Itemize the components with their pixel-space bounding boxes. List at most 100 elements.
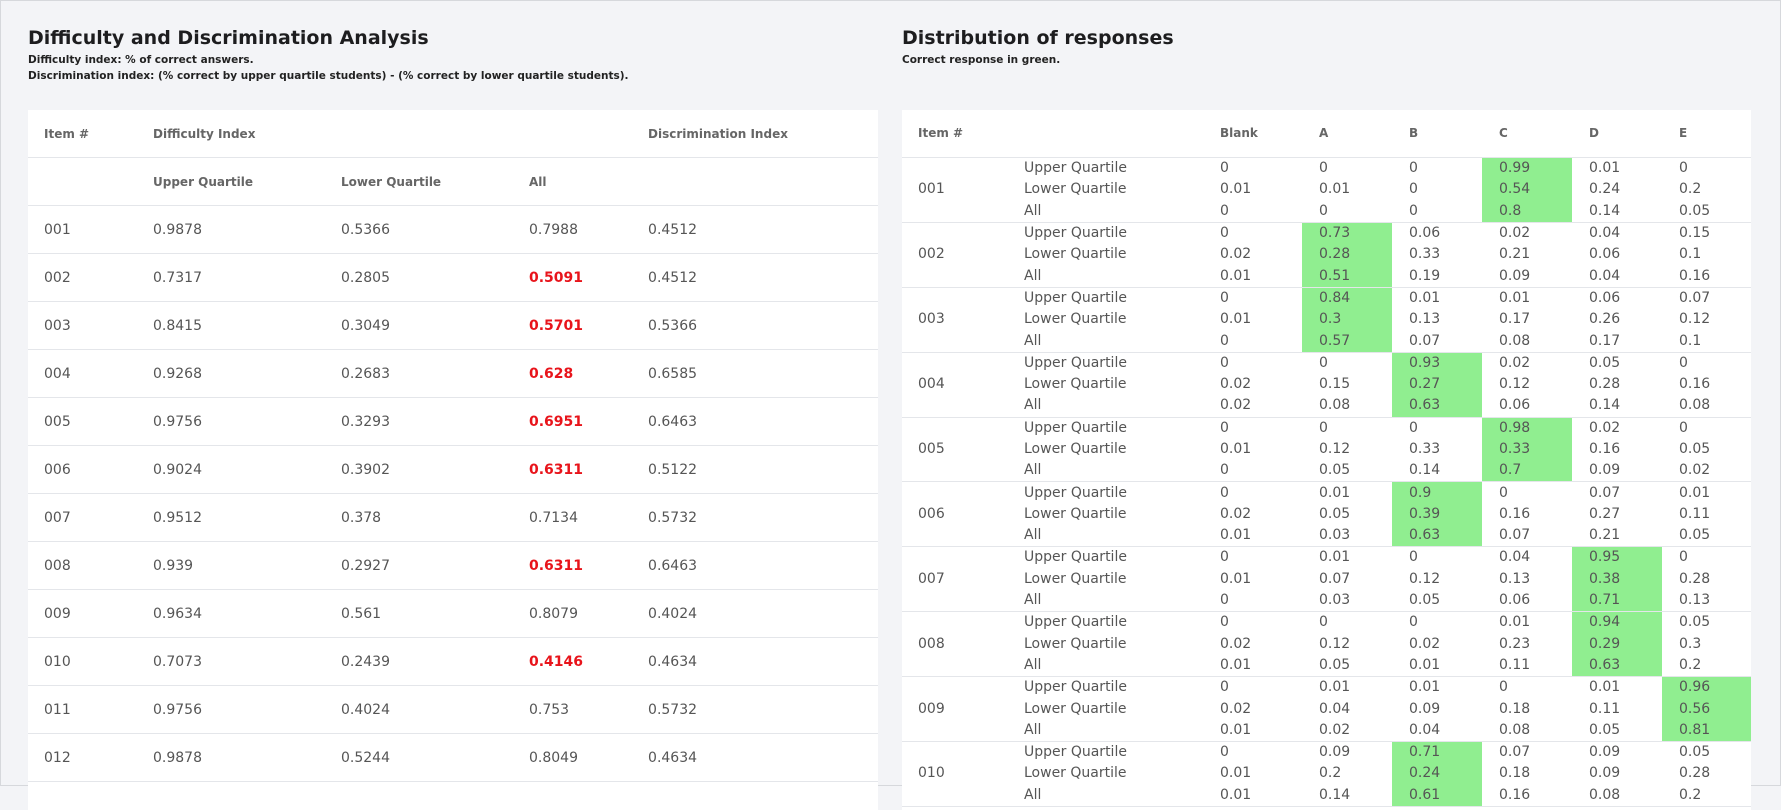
cell: 0.01 bbox=[1409, 679, 1441, 696]
response-row: All 0 0.57 0.07 0.08 0.17 0.1 bbox=[902, 330, 1751, 353]
response-row: All 0 0.03 0.05 0.06 0.71 0.13 bbox=[902, 589, 1751, 613]
cell: 0.26 bbox=[1589, 311, 1621, 328]
cell: 0.98 bbox=[1482, 417, 1573, 439]
cell: 0.8 bbox=[1482, 200, 1573, 223]
cell: 0 bbox=[1220, 484, 1229, 501]
cell: 0.6311 bbox=[529, 541, 649, 590]
cell: 0.33 bbox=[1409, 246, 1441, 263]
header-cell: A bbox=[1302, 110, 1393, 158]
cell: 0.01 bbox=[1319, 549, 1351, 566]
cell: 0.11 bbox=[1589, 700, 1621, 717]
cell: 0.06 bbox=[1482, 589, 1573, 613]
cell: 0.28 bbox=[1302, 244, 1393, 266]
cell: 0.6311 bbox=[529, 445, 649, 494]
cell: 0.63 bbox=[1572, 654, 1663, 678]
cell: 0.15 bbox=[1679, 225, 1711, 242]
response-row: 008 Upper Quartile 0 0 0 0.01 0.94 0.05 bbox=[902, 611, 1751, 678]
cell: 0 bbox=[1409, 549, 1418, 566]
cell: 0 bbox=[1679, 549, 1688, 566]
group-label: Lower Quartile bbox=[1024, 570, 1127, 587]
cell: 0.13 bbox=[1662, 589, 1751, 613]
group-label: Upper Quartile bbox=[1024, 225, 1127, 242]
cell: 0.2 bbox=[1679, 181, 1702, 198]
cell: 0.07 bbox=[1589, 484, 1621, 501]
cell: 0 bbox=[1220, 744, 1229, 761]
cell: 0.18 bbox=[1499, 700, 1531, 717]
cell: 0.17 bbox=[1572, 330, 1663, 353]
cell: 0 bbox=[1203, 200, 1303, 223]
data-row: 004 0.9268 0.2683 0.628 0.6585 bbox=[28, 349, 878, 398]
cell: 0.06 bbox=[1409, 225, 1441, 242]
response-row: 010 Upper Quartile 0 0.09 0.71 0.07 0.09 0.05 bbox=[902, 741, 1751, 807]
header-cell: D bbox=[1572, 110, 1663, 158]
cell: 0 bbox=[1220, 549, 1229, 566]
group-label: Lower Quartile bbox=[1024, 246, 1127, 263]
response-row: All 0.02 0.08 0.63 0.06 0.14 0.08 bbox=[902, 395, 1751, 418]
cell: 0.01 bbox=[1679, 484, 1711, 501]
response-row: 005 Upper Quartile 0 0 0 0.98 0.02 0 bbox=[902, 417, 1751, 483]
response-row: 001 Upper Quartile 0 0 0 0.99 0.01 0 bbox=[902, 157, 1751, 223]
cell: 0.12 bbox=[1409, 570, 1441, 587]
cell: 0.01 bbox=[1220, 570, 1252, 587]
group-label: Lower Quartile bbox=[1024, 700, 1127, 717]
note: Discrimination index: (% correct by uppe… bbox=[28, 70, 629, 82]
header-row: Item # Difficulty Index Discrimination Ind… bbox=[28, 110, 878, 158]
cell: 0.628 bbox=[529, 349, 649, 398]
response-row: 002 Upper Quartile 0 0.73 0.06 0.02 0.04 0.15 bbox=[902, 222, 1751, 288]
cell: 0.5732 bbox=[648, 685, 878, 734]
cell: 0.51 bbox=[1302, 265, 1393, 288]
data-row: 008 0.939 0.2927 0.6311 0.6463 bbox=[28, 541, 878, 590]
cell: 0.03 bbox=[1302, 589, 1393, 613]
cell: 0.02 bbox=[1220, 246, 1252, 263]
cell: 005 bbox=[28, 397, 153, 446]
cell: 0 bbox=[1220, 160, 1229, 177]
cell: 0 bbox=[1203, 330, 1303, 353]
cell: 0.6951 bbox=[529, 397, 649, 446]
cell: 0.08 bbox=[1482, 719, 1573, 743]
cell: 009 bbox=[28, 589, 153, 638]
note: Correct response in green. bbox=[902, 54, 1061, 66]
cell: 0.5701 bbox=[529, 301, 649, 350]
cell: 0 bbox=[1203, 460, 1303, 483]
cell: 0.05 bbox=[1302, 460, 1393, 483]
cell: 0.05 bbox=[1302, 654, 1393, 678]
cell: 0.01 bbox=[1319, 181, 1351, 198]
response-row: Lower Quartile 0.01 0.07 0.12 0.13 0.38 0.28 bbox=[902, 568, 1751, 590]
header-cell: All bbox=[529, 157, 649, 206]
cell: 0 bbox=[1319, 614, 1328, 631]
cell: 003 bbox=[28, 301, 153, 350]
cell: 011 bbox=[28, 685, 153, 734]
data-row: 010 0.7073 0.2439 0.4146 0.4634 bbox=[28, 637, 878, 686]
cell: 0.04 bbox=[1499, 549, 1531, 566]
cell: 0 bbox=[1319, 419, 1328, 436]
left-title: Difficulty and Discrimination Analysis bbox=[28, 27, 429, 49]
cell: 0.61 bbox=[1392, 784, 1483, 807]
cell: 004 bbox=[28, 349, 153, 398]
cell: 007 bbox=[28, 493, 153, 542]
cell: 0.2 bbox=[1662, 784, 1751, 807]
cell: 0 bbox=[1409, 160, 1418, 177]
group-label: Upper Quartile bbox=[1024, 354, 1127, 371]
response-row: Lower Quartile 0.02 0.15 0.27 0.12 0.28 0.16 bbox=[902, 373, 1751, 396]
data-row: 001 0.9878 0.5366 0.7988 0.4512 bbox=[28, 205, 878, 254]
cell: 0.3 bbox=[1302, 309, 1393, 331]
response-row: 007 Upper Quartile 0 0.01 0 0.04 0.95 0 bbox=[902, 546, 1751, 613]
cell: 0.05 bbox=[1679, 744, 1711, 761]
group-label: Upper Quartile bbox=[1024, 679, 1127, 696]
cell: 0.09 bbox=[1572, 460, 1663, 483]
cell: 0.01 bbox=[1319, 679, 1351, 696]
cell: 0.01 bbox=[1203, 654, 1303, 678]
cell: 0.13 bbox=[1499, 570, 1531, 587]
cell: 0.5091 bbox=[529, 253, 649, 302]
response-row: Lower Quartile 0.02 0.12 0.02 0.23 0.29 0.3 bbox=[902, 633, 1751, 655]
group-label: Lower Quartile bbox=[1024, 441, 1127, 457]
cell: 0.09 bbox=[1319, 744, 1351, 761]
group-label: Upper Quartile bbox=[1024, 160, 1127, 177]
item-cell: 001 bbox=[902, 157, 1024, 223]
cell: 0.2683 bbox=[341, 349, 529, 398]
cell: 0.01 bbox=[1589, 160, 1621, 177]
cell: 0.9878 bbox=[153, 733, 341, 782]
cell: 0.9756 bbox=[153, 685, 341, 734]
cell: 0 bbox=[1679, 354, 1688, 371]
response-row: 006 Upper Quartile 0 0.01 0.9 0 0.07 0.01 bbox=[902, 481, 1751, 548]
